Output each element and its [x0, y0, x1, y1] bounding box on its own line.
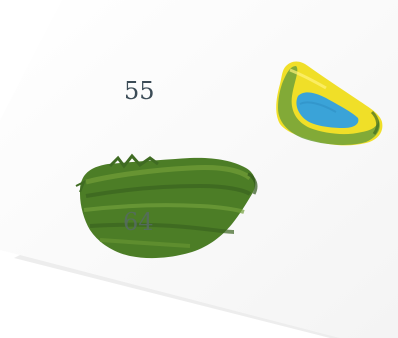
- number-label-bottom: 64: [123, 208, 154, 236]
- number-label-top: 55: [124, 77, 155, 105]
